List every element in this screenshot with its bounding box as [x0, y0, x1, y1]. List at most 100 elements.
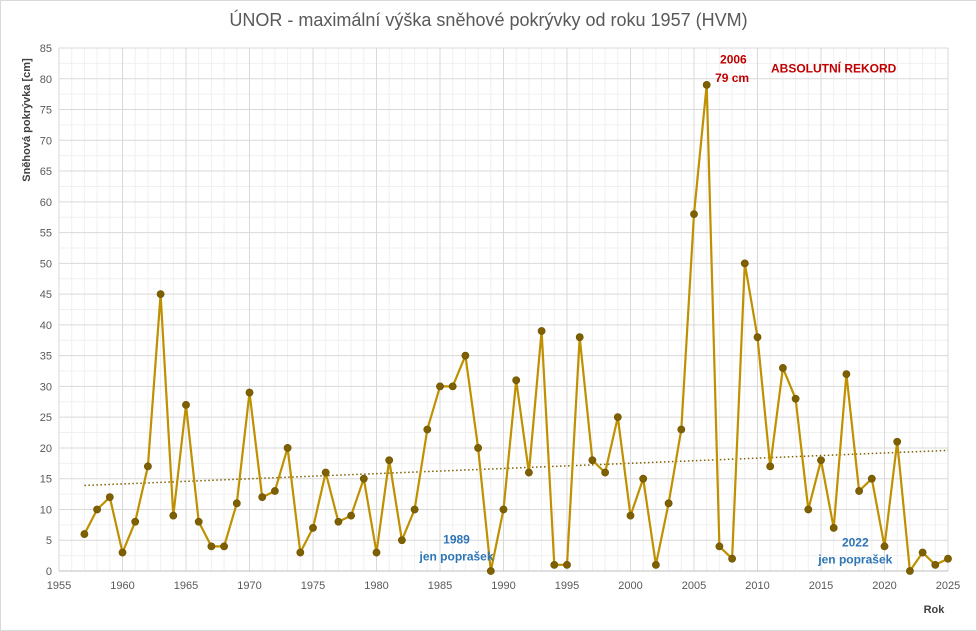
data-point	[283, 444, 292, 452]
data-point	[448, 382, 457, 391]
data-point	[410, 505, 419, 514]
series-snow-depth	[80, 81, 952, 575]
data-point	[550, 560, 559, 569]
data-point	[791, 394, 800, 403]
data-point	[194, 517, 203, 526]
data-point	[893, 437, 902, 446]
data-point	[347, 511, 355, 520]
data-point	[537, 327, 546, 335]
y-tick-label: 45	[40, 289, 52, 301]
data-point	[677, 425, 686, 434]
data-point	[575, 333, 584, 342]
data-point	[880, 542, 889, 551]
data-point	[944, 554, 952, 563]
x-tick-label: 1970	[237, 580, 261, 592]
data-point	[474, 444, 482, 452]
data-point	[207, 542, 216, 551]
x-axis-title: Rok	[924, 604, 946, 616]
data-point	[842, 370, 851, 379]
data-point	[588, 456, 597, 465]
data-point	[817, 456, 825, 465]
data-point	[486, 567, 495, 575]
x-tick-label: 2025	[936, 580, 960, 592]
x-tick-label: 2000	[618, 580, 642, 592]
x-tick-label: 1955	[47, 580, 71, 592]
data-point	[728, 554, 736, 563]
data-point	[245, 388, 254, 397]
y-tick-label: 50	[40, 258, 52, 270]
y-tick-label: 35	[40, 351, 52, 363]
data-point	[740, 259, 749, 268]
data-point	[220, 542, 228, 551]
y-tick-label: 0	[46, 566, 52, 578]
y-tick-label: 20	[40, 443, 52, 455]
y-tick-label: 10	[40, 504, 52, 516]
y-tick-label: 55	[40, 228, 52, 240]
data-point	[385, 456, 394, 465]
annotation-label: 79 cm	[715, 71, 749, 85]
data-point	[436, 382, 444, 391]
y-tick-label: 70	[40, 135, 52, 147]
annotation-label: 2022	[842, 535, 869, 549]
data-point	[143, 462, 152, 471]
x-tick-label: 2015	[809, 580, 833, 592]
x-tick-label: 1965	[174, 580, 198, 592]
annotation-label: jen poprašek	[817, 553, 892, 567]
chart-title: ÚNOR - maximální výška sněhové pokrývky …	[229, 10, 748, 30]
data-point	[652, 560, 660, 569]
data-point	[931, 560, 940, 569]
data-point	[804, 505, 813, 514]
data-point	[626, 511, 635, 520]
data-point	[397, 536, 406, 545]
data-point	[156, 290, 165, 299]
data-point	[867, 474, 876, 483]
data-point	[702, 81, 711, 89]
y-axis-title: Sněhová pokrývka [cm]	[21, 58, 33, 182]
y-tick-label: 80	[40, 74, 52, 86]
data-point	[906, 567, 914, 575]
data-point	[296, 548, 305, 557]
y-tick-label: 85	[40, 43, 52, 55]
x-tick-label: 1985	[428, 580, 452, 592]
x-tick-label: 1960	[110, 580, 134, 592]
annotation-label: ABSOLUTNÍ REKORD	[771, 61, 897, 76]
data-point	[93, 505, 101, 514]
y-tick-label: 65	[40, 166, 52, 178]
data-point	[664, 499, 673, 508]
x-tick-label: 1995	[555, 580, 579, 592]
data-point	[258, 493, 267, 502]
data-point	[359, 474, 368, 483]
x-tick-label: 1975	[301, 580, 325, 592]
y-tick-label: 25	[40, 412, 52, 424]
data-point	[334, 517, 343, 526]
data-point	[601, 468, 609, 477]
y-axis-tick-labels: 0 5 10 15 20 25 30 35 40 45 50 55 60 65 70 75 80 85	[40, 43, 52, 578]
data-point	[169, 511, 178, 520]
x-tick-label: 2010	[745, 580, 769, 592]
y-tick-label: 75	[40, 105, 52, 117]
annotation-label: 2006	[720, 52, 747, 66]
data-point	[525, 468, 533, 477]
data-point	[131, 517, 140, 526]
y-tick-label: 15	[40, 474, 52, 486]
data-point	[270, 487, 279, 495]
data-point	[512, 376, 521, 385]
data-point	[829, 524, 838, 532]
data-point	[855, 487, 863, 495]
data-point	[753, 333, 762, 342]
data-point	[461, 351, 470, 360]
x-tick-label: 1980	[364, 580, 388, 592]
data-point	[309, 524, 317, 532]
data-point	[423, 425, 432, 434]
data-point	[80, 530, 89, 538]
data-point	[232, 499, 241, 508]
y-tick-label: 5	[46, 535, 52, 547]
data-point	[690, 210, 698, 219]
data-point	[118, 548, 127, 557]
x-tick-label: 2020	[872, 580, 896, 592]
y-tick-label: 40	[40, 320, 52, 332]
data-point	[105, 493, 114, 502]
y-tick-label: 60	[40, 197, 52, 209]
data-point	[499, 505, 508, 514]
